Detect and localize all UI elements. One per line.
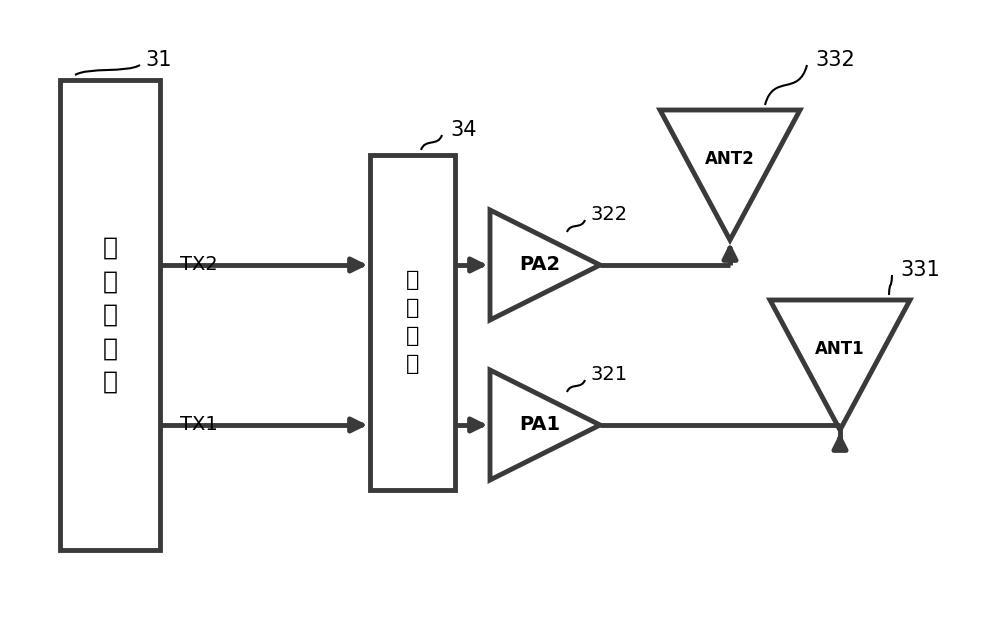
Text: 射
频
收
发
器: 射 频 收 发 器 <box>103 236 118 394</box>
Polygon shape <box>770 300 910 430</box>
Text: 切
换
开
关: 切 换 开 关 <box>406 271 419 375</box>
Text: 331: 331 <box>900 260 940 280</box>
Text: TX2: TX2 <box>180 255 218 274</box>
Text: 34: 34 <box>450 120 477 140</box>
Text: PA1: PA1 <box>519 415 560 434</box>
Text: 31: 31 <box>145 50 172 70</box>
Polygon shape <box>490 370 600 480</box>
Bar <box>60 80 160 550</box>
Bar <box>370 155 455 490</box>
Text: 321: 321 <box>590 366 627 385</box>
Text: 332: 332 <box>815 50 855 70</box>
Polygon shape <box>490 210 600 320</box>
Text: 322: 322 <box>590 205 627 225</box>
Text: ANT2: ANT2 <box>705 150 755 168</box>
Polygon shape <box>660 110 800 240</box>
Text: PA2: PA2 <box>519 255 560 274</box>
Text: TX1: TX1 <box>180 415 218 434</box>
Text: ANT1: ANT1 <box>815 340 865 358</box>
